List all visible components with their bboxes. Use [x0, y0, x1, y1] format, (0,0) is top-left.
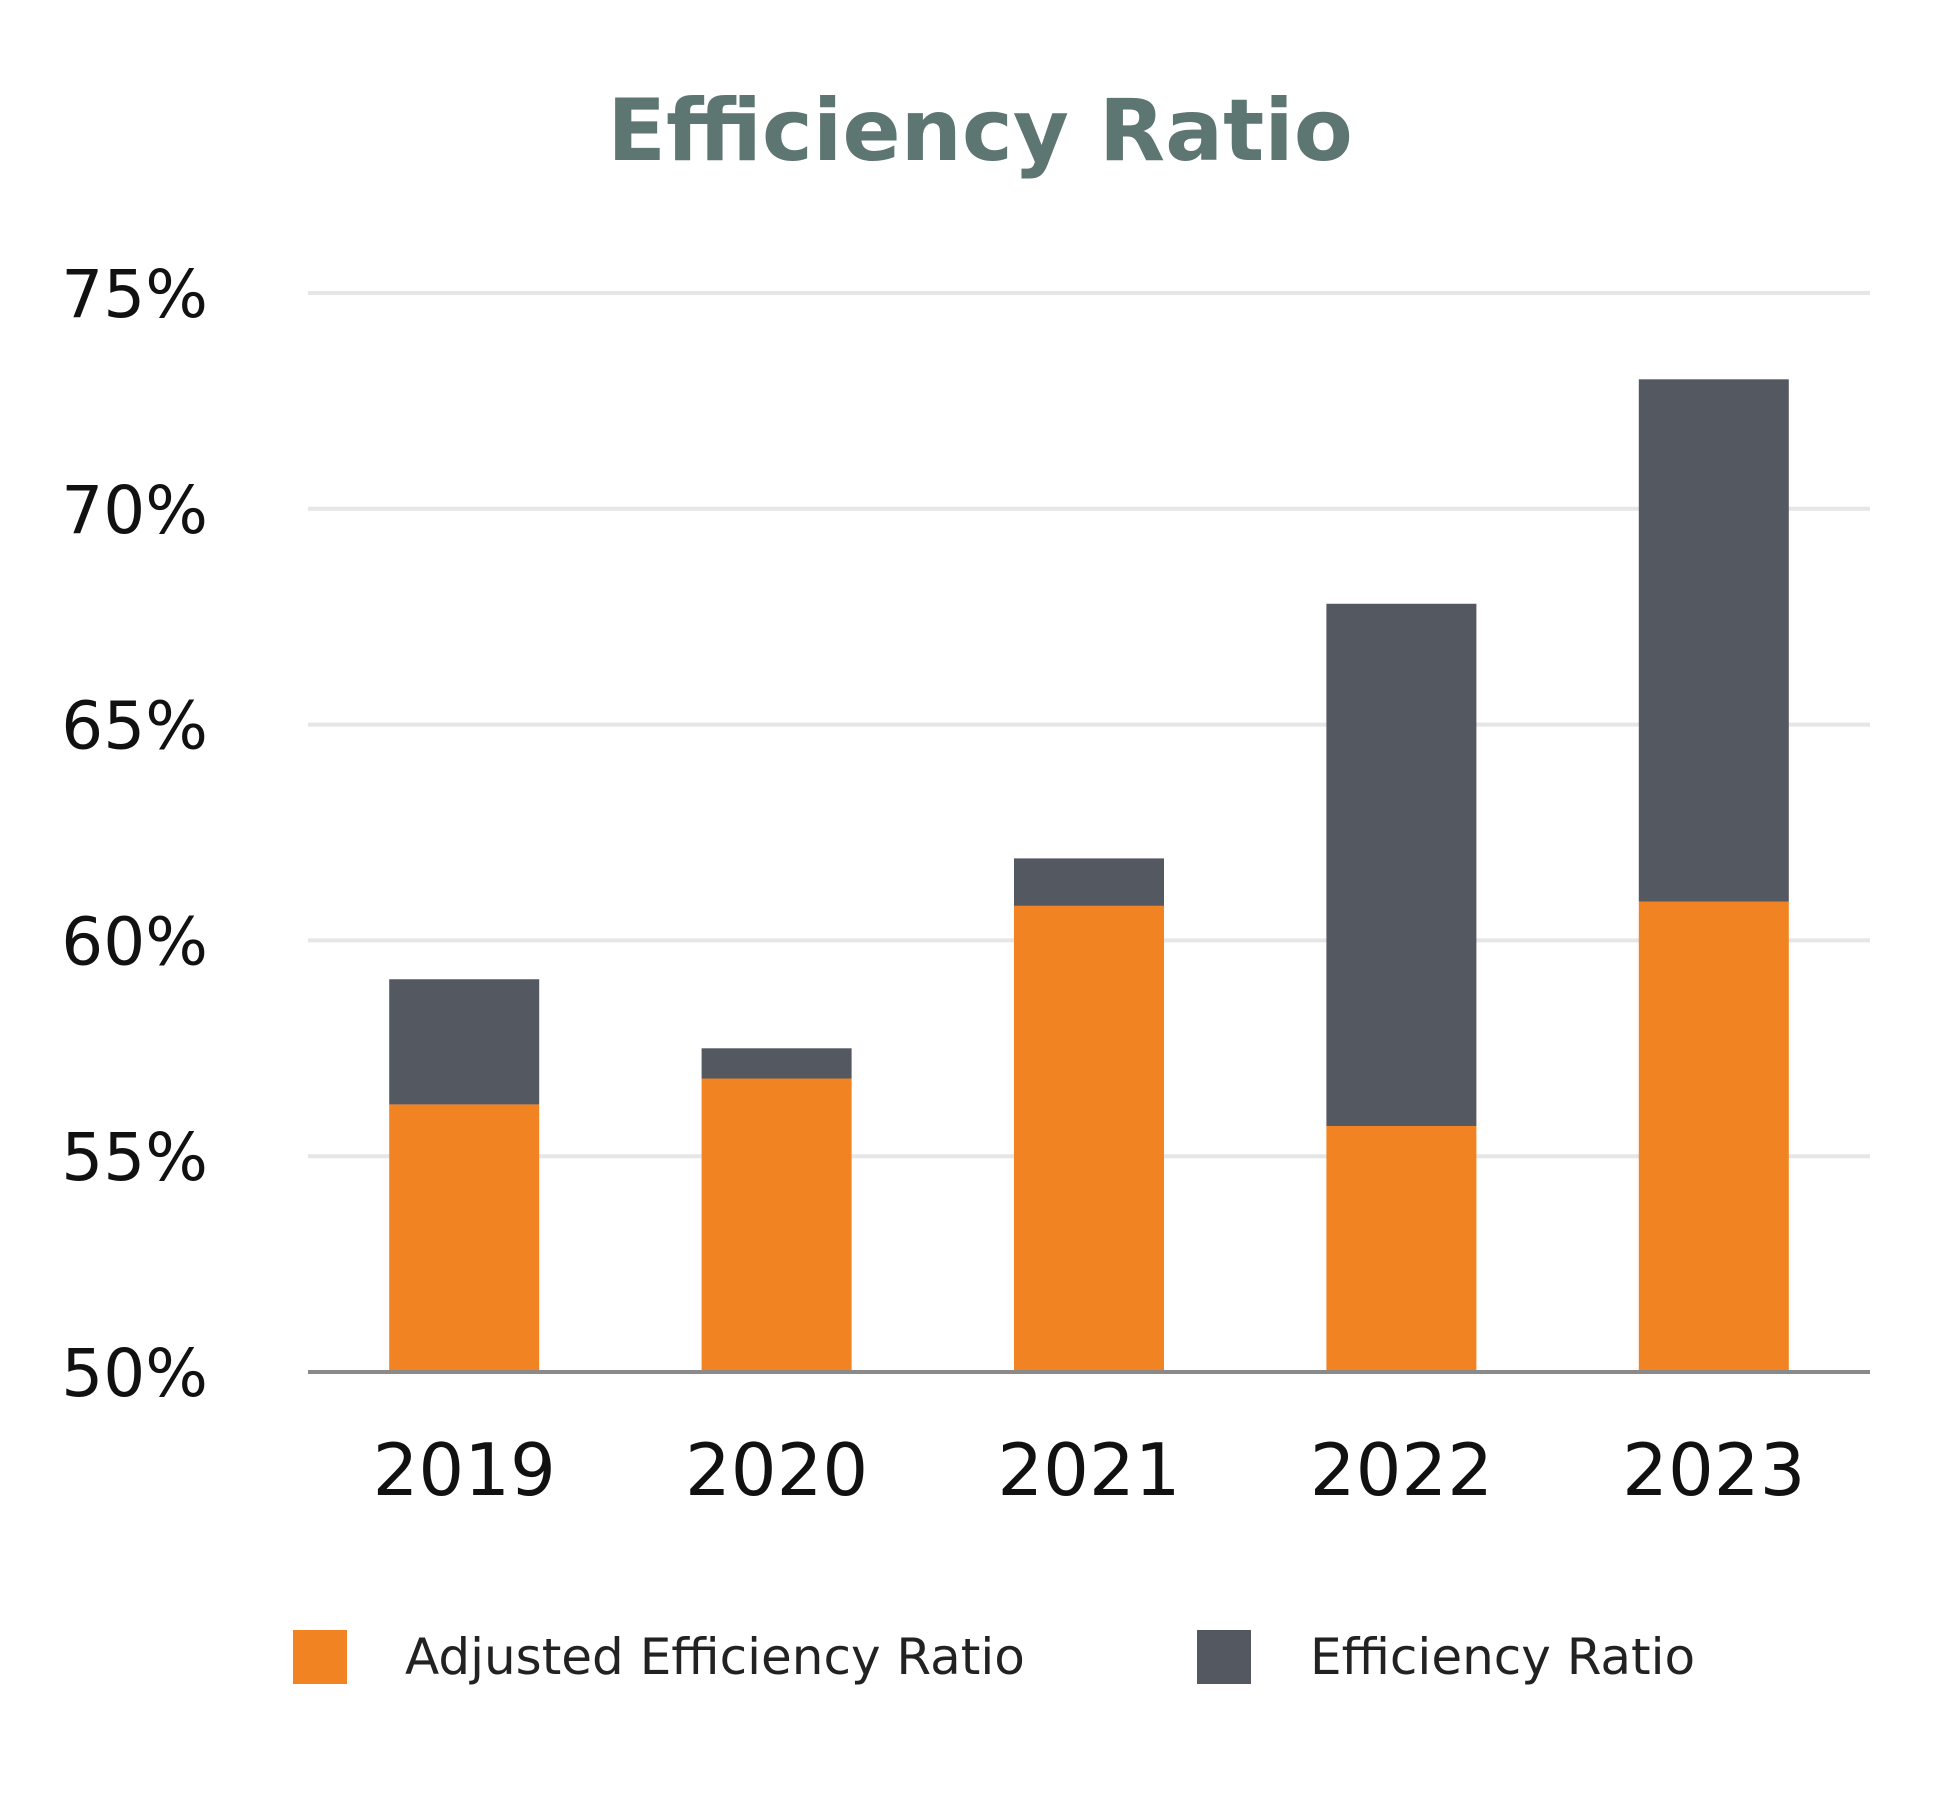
- legend-label-1: Efficiency Ratio: [1310, 1628, 1695, 1686]
- chart-title: Efficiency Ratio: [607, 81, 1353, 181]
- bar-adjusted-2022: [1326, 1125, 1477, 1372]
- bar-efficiency-2019: [389, 979, 540, 1105]
- bar-adjusted-2023: [1638, 901, 1789, 1372]
- bar-adjusted-2020: [701, 1078, 852, 1372]
- y-tick-label: 55%: [61, 1119, 208, 1196]
- y-tick-label: 75%: [61, 256, 208, 333]
- x-tick-label: 2023: [1622, 1428, 1805, 1512]
- legend-swatch-0: [293, 1630, 347, 1684]
- bar-efficiency-2023: [1638, 379, 1789, 902]
- y-axis-ticks: 50% 55% 60% 65% 70% 75%: [61, 256, 208, 1412]
- y-tick-label: 50%: [61, 1335, 208, 1412]
- gridlines: [308, 291, 1870, 1159]
- x-tick-label: 2022: [1310, 1428, 1493, 1512]
- legend-swatch-1: [1197, 1630, 1251, 1684]
- x-axis-ticks: 2019 2020 2021 2022 2023: [373, 1428, 1806, 1512]
- bar-adjusted-2021: [1014, 905, 1164, 1372]
- bar-efficiency-2022: [1326, 603, 1477, 1126]
- y-tick-label: 60%: [61, 903, 208, 980]
- bar-adjusted-2019: [389, 1104, 540, 1372]
- bars: [389, 379, 1789, 1372]
- legend-label-0: Adjusted Efficiency Ratio: [405, 1628, 1025, 1686]
- bar-efficiency-2020: [701, 1048, 852, 1079]
- x-tick-label: 2021: [997, 1428, 1180, 1512]
- x-tick-label: 2019: [373, 1428, 556, 1512]
- legend: Adjusted Efficiency Ratio Efficiency Rati…: [293, 1628, 1695, 1686]
- x-tick-label: 2020: [685, 1428, 868, 1512]
- bar-efficiency-2021: [1014, 858, 1164, 906]
- y-tick-label: 70%: [61, 472, 208, 549]
- y-tick-label: 65%: [61, 688, 208, 765]
